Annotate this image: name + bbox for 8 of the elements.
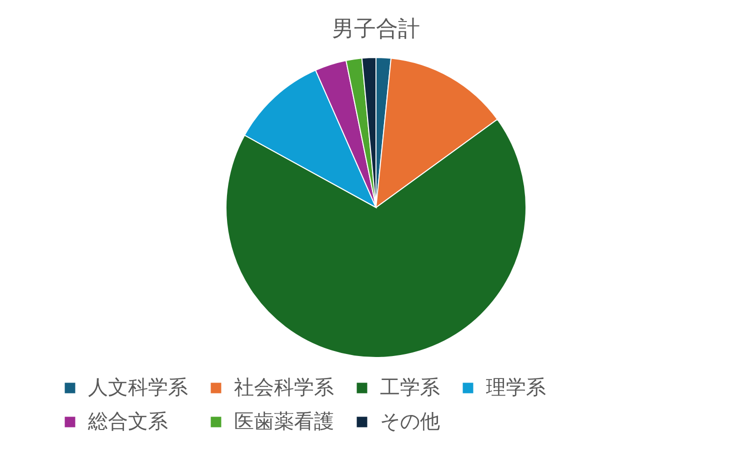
legend-label: 理学系 <box>486 375 546 399</box>
legend-label: 人文科学系 <box>88 375 188 399</box>
legend-label: 医歯薬看護 <box>234 409 334 433</box>
chart-title: 男子合計 <box>332 17 420 42</box>
legend-label: 社会科学系 <box>234 375 334 399</box>
legend-label: 総合文系 <box>87 409 168 433</box>
legend-label: その他 <box>380 409 440 433</box>
legend-label: 工学系 <box>380 375 440 399</box>
